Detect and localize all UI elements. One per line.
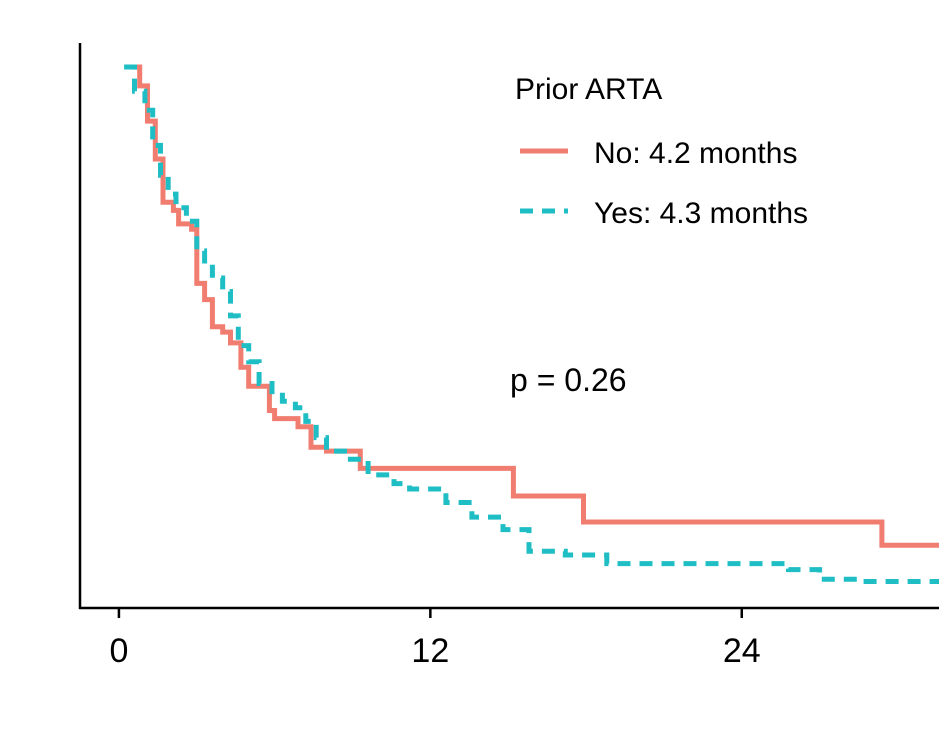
- legend-title: Prior ARTA: [515, 73, 662, 106]
- x-tick-label: 0: [109, 632, 128, 670]
- plot-area: [124, 64, 939, 584]
- x-tick-label: 12: [411, 632, 449, 670]
- series-line-yes: [124, 64, 939, 584]
- p-value-annotation: p = 0.26: [510, 362, 627, 398]
- legend-label-no: No: 4.2 months: [594, 137, 797, 170]
- x-tick-label: 24: [723, 632, 761, 670]
- series-line-no: [129, 64, 939, 548]
- series-layer: [124, 64, 939, 584]
- legend-label-yes: Yes: 4.3 months: [594, 197, 808, 230]
- x-axis-ticks: 0 12 24: [109, 608, 761, 670]
- legend: Prior ARTA No: 4.2 months Yes: 4.3 month…: [515, 73, 808, 230]
